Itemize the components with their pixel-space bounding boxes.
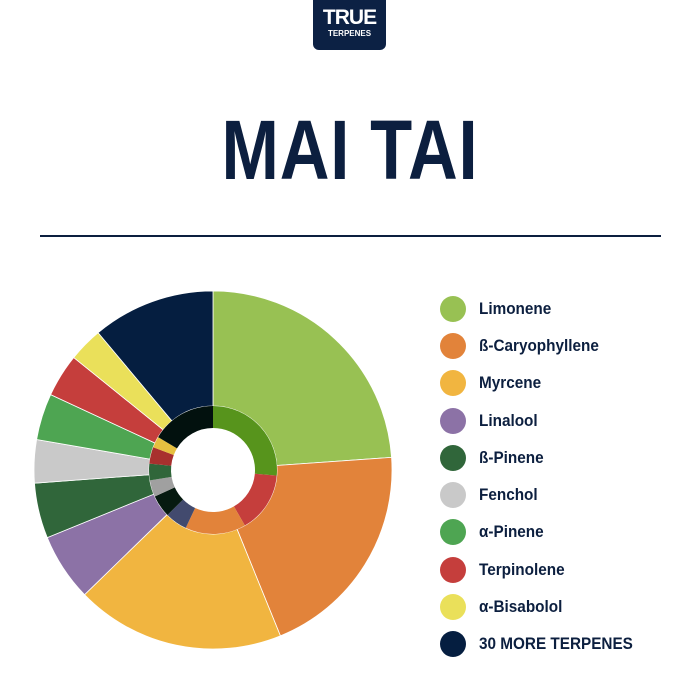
inner-ring-slice-1 <box>213 406 277 476</box>
legend-label: ß-Pinene <box>479 447 544 467</box>
legend-item: Terpinolene <box>440 551 650 588</box>
legend-item: ß-Pinene <box>440 439 650 476</box>
legend-label: α-Pinene <box>479 522 544 542</box>
divider <box>40 235 661 237</box>
page-title: MAI TAI <box>221 103 479 197</box>
legend-item: α-Pinene <box>440 514 650 551</box>
legend-swatch <box>440 631 466 658</box>
logo-subtext: TERPENES <box>327 29 372 38</box>
inner-ring-slice-3 <box>185 506 245 534</box>
inner-ring-slice-4 <box>167 499 196 528</box>
legend-label: ß-Caryophyllene <box>479 335 599 355</box>
pie-slice-1 <box>212 290 392 466</box>
inner-ring-slice-10 <box>158 406 213 449</box>
legend-swatch <box>440 295 466 322</box>
inner-ring-slice-2 <box>233 473 277 526</box>
legend-item: α-Bisabolol <box>440 588 650 625</box>
legend-label: Limonene <box>479 298 552 318</box>
legend-item: 30 MORE TERPENES <box>440 626 650 663</box>
inner-ring-slice-9 <box>153 437 177 456</box>
legend-item: Linalool <box>440 402 650 439</box>
legend-label: α-Bisabolol <box>479 597 563 617</box>
legend: Limonene ß-Caryophyllene Myrcene Linalool ß-… <box>440 290 650 663</box>
legend-swatch <box>440 407 466 434</box>
legend-label: 30 MORE TERPENES <box>479 634 633 654</box>
legend-label: Myrcene <box>479 373 542 393</box>
legend-label: Terpinolene <box>479 559 565 579</box>
inner-ring-slice-8 <box>149 447 174 466</box>
legend-item: Myrcene <box>440 365 650 402</box>
inner-ring-slice-7 <box>149 463 172 481</box>
legend-item: Fenchol <box>440 476 650 513</box>
inner-ring-slice-5 <box>154 487 184 515</box>
legend-swatch <box>440 482 466 509</box>
logo-text: TRUE <box>322 6 377 29</box>
inner-ring-slice-6 <box>149 476 175 497</box>
legend-item: Limonene <box>440 290 650 327</box>
legend-swatch <box>440 556 466 583</box>
legend-swatch <box>440 370 466 397</box>
legend-swatch <box>440 332 466 359</box>
legend-swatch <box>440 519 466 546</box>
legend-swatch <box>440 594 466 621</box>
pie-chart <box>33 290 393 650</box>
legend-item: ß-Caryophyllene <box>440 327 650 364</box>
legend-label: Linalool <box>479 410 538 430</box>
legend-label: Fenchol <box>479 485 538 505</box>
true-terpenes-logo: TRUE TERPENES <box>313 0 386 50</box>
legend-swatch <box>440 444 466 471</box>
